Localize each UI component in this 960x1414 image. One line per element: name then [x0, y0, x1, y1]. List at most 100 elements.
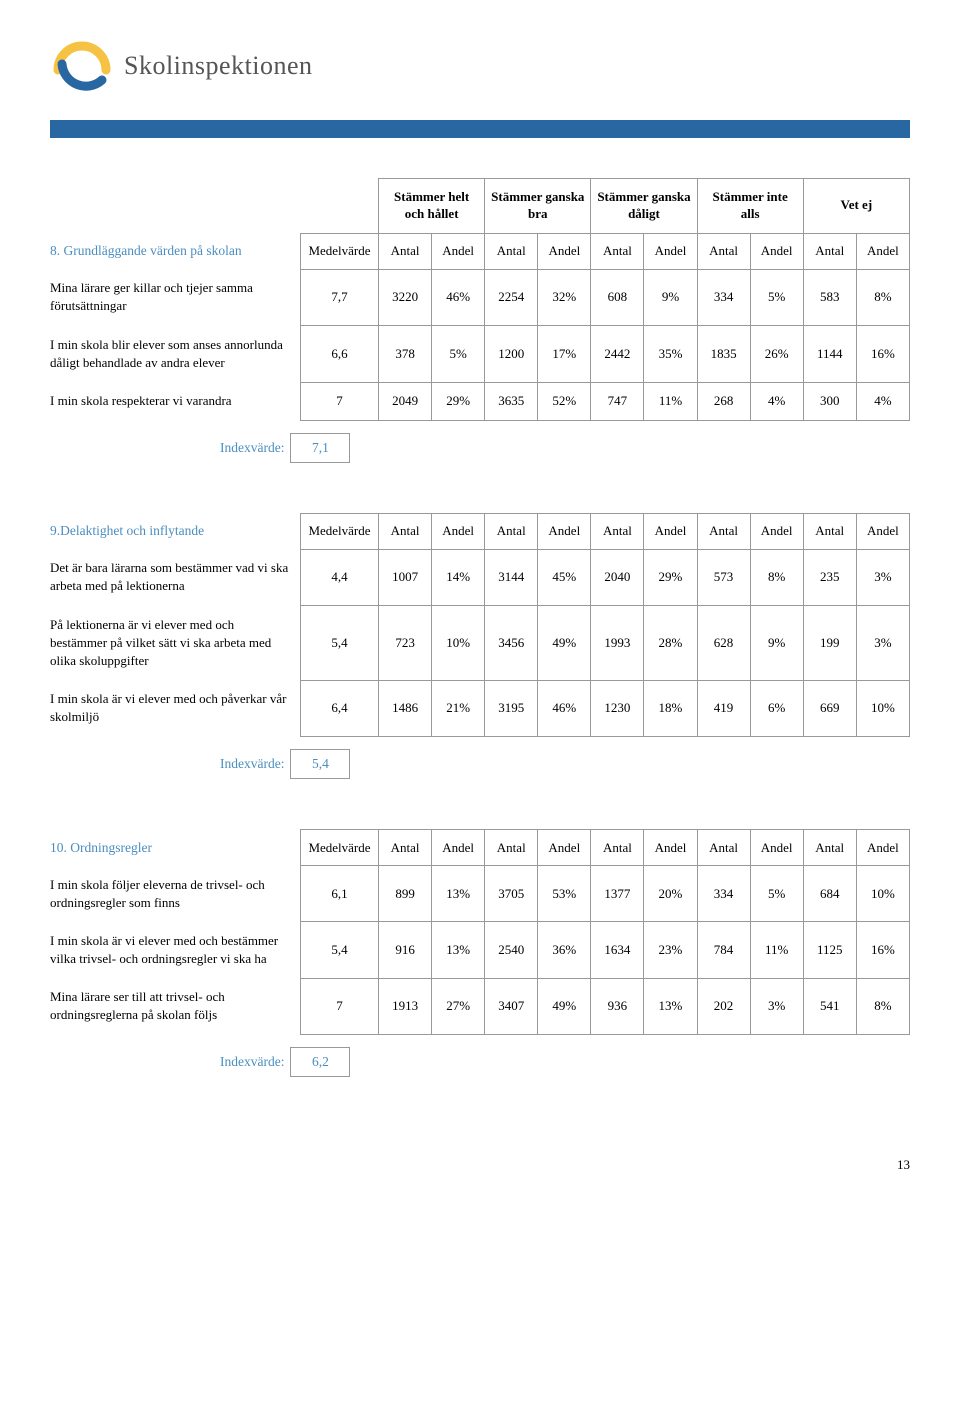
cell-value: 378	[379, 326, 432, 382]
cell-value: 13%	[432, 922, 485, 978]
row-label: Det är bara lärarna som bestämmer vad vi…	[50, 549, 300, 605]
column-group-header: Stämmer ganska dåligt	[591, 179, 697, 234]
table-row: På lektionerna är vi elever med och best…	[50, 606, 910, 681]
cell-value: 3%	[856, 549, 909, 605]
index-label: Indexvärde:	[220, 756, 284, 772]
table-row: I min skola respekterar vi varandra72049…	[50, 382, 910, 420]
row-label: I min skola följer eleverna de trivsel- …	[50, 866, 300, 922]
cell-value: 5%	[432, 326, 485, 382]
cell-value: 573	[697, 549, 750, 605]
cell-value: 784	[697, 922, 750, 978]
cell-value: 5%	[750, 269, 803, 325]
cell-value: 4%	[856, 382, 909, 420]
medel-header: Medelvärde	[300, 830, 378, 866]
cell-value: 334	[697, 866, 750, 922]
cell-value: 1200	[485, 326, 538, 382]
cell-value: 936	[591, 978, 644, 1034]
andel-header: Andel	[750, 830, 803, 866]
cell-value: 27%	[432, 978, 485, 1034]
andel-header: Andel	[432, 513, 485, 549]
antal-header: Antal	[485, 513, 538, 549]
index-value: 7,1	[290, 433, 350, 463]
cell-value: 3407	[485, 978, 538, 1034]
cell-value: 52%	[538, 382, 591, 420]
cell-value: 9%	[750, 606, 803, 681]
medel-value: 6,6	[300, 326, 378, 382]
section-title: 9.Delaktighet och inflytande	[50, 513, 300, 549]
cell-value: 53%	[538, 866, 591, 922]
cell-value: 202	[697, 978, 750, 1034]
cell-value: 3220	[379, 269, 432, 325]
cell-value: 32%	[538, 269, 591, 325]
cell-value: 2540	[485, 922, 538, 978]
cell-value: 45%	[538, 549, 591, 605]
column-group-header: Stämmer ganska bra	[485, 179, 591, 234]
andel-header: Andel	[538, 233, 591, 269]
andel-header: Andel	[644, 513, 697, 549]
data-table: 9.Delaktighet och inflytandeMedelvärdeAn…	[50, 513, 910, 737]
cell-value: 3705	[485, 866, 538, 922]
cell-value: 18%	[644, 680, 697, 736]
cell-value: 235	[803, 549, 856, 605]
table-row: I min skola följer eleverna de trivsel- …	[50, 866, 910, 922]
cell-value: 13%	[432, 866, 485, 922]
index-value: 6,2	[290, 1047, 350, 1077]
index-label: Indexvärde:	[220, 440, 284, 456]
section-title: 8. Grundläggande värden på skolan	[50, 233, 300, 269]
table-row: Mina lärare ger killar och tjejer samma …	[50, 269, 910, 325]
logo-text: Skolinspektionen	[124, 51, 313, 81]
section-title: 10. Ordningsregler	[50, 830, 300, 866]
cell-value: 10%	[856, 680, 909, 736]
antal-header: Antal	[803, 233, 856, 269]
cell-value: 46%	[432, 269, 485, 325]
column-group-header: Vet ej	[803, 179, 909, 234]
cell-value: 1993	[591, 606, 644, 681]
cell-value: 916	[379, 922, 432, 978]
cell-value: 2442	[591, 326, 644, 382]
cell-value: 29%	[644, 549, 697, 605]
cell-value: 2049	[379, 382, 432, 420]
cell-value: 16%	[856, 326, 909, 382]
cell-value: 1144	[803, 326, 856, 382]
cell-value: 29%	[432, 382, 485, 420]
cell-value: 1125	[803, 922, 856, 978]
cell-value: 684	[803, 866, 856, 922]
antal-header: Antal	[379, 513, 432, 549]
andel-header: Andel	[644, 233, 697, 269]
page-number: 13	[0, 1157, 960, 1193]
row-label: På lektionerna är vi elever med och best…	[50, 606, 300, 681]
row-label: I min skola blir elever som anses annorl…	[50, 326, 300, 382]
andel-header: Andel	[750, 513, 803, 549]
cell-value: 3635	[485, 382, 538, 420]
header-blue-bar	[50, 120, 910, 138]
cell-value: 23%	[644, 922, 697, 978]
table-row: I min skola blir elever som anses annorl…	[50, 326, 910, 382]
antal-header: Antal	[485, 233, 538, 269]
survey-section: Stämmer helt och hålletStämmer ganska br…	[50, 178, 910, 463]
cell-value: 49%	[538, 978, 591, 1034]
antal-header: Antal	[697, 233, 750, 269]
cell-value: 49%	[538, 606, 591, 681]
cell-value: 11%	[644, 382, 697, 420]
antal-header: Antal	[379, 233, 432, 269]
index-row: Indexvärde: 6,2	[220, 1047, 910, 1077]
cell-value: 608	[591, 269, 644, 325]
cell-value: 20%	[644, 866, 697, 922]
medel-value: 7,7	[300, 269, 378, 325]
cell-value: 14%	[432, 549, 485, 605]
index-label: Indexvärde:	[220, 1054, 284, 1070]
andel-header: Andel	[432, 233, 485, 269]
cell-value: 583	[803, 269, 856, 325]
cell-value: 628	[697, 606, 750, 681]
cell-value: 26%	[750, 326, 803, 382]
cell-value: 4%	[750, 382, 803, 420]
antal-header: Antal	[591, 513, 644, 549]
column-group-header: Stämmer helt och hållet	[379, 179, 485, 234]
cell-value: 10%	[856, 866, 909, 922]
cell-value: 669	[803, 680, 856, 736]
cell-value: 268	[697, 382, 750, 420]
cell-value: 3%	[750, 978, 803, 1034]
medel-value: 5,4	[300, 922, 378, 978]
index-row: Indexvärde:5,4	[220, 749, 910, 779]
cell-value: 10%	[432, 606, 485, 681]
